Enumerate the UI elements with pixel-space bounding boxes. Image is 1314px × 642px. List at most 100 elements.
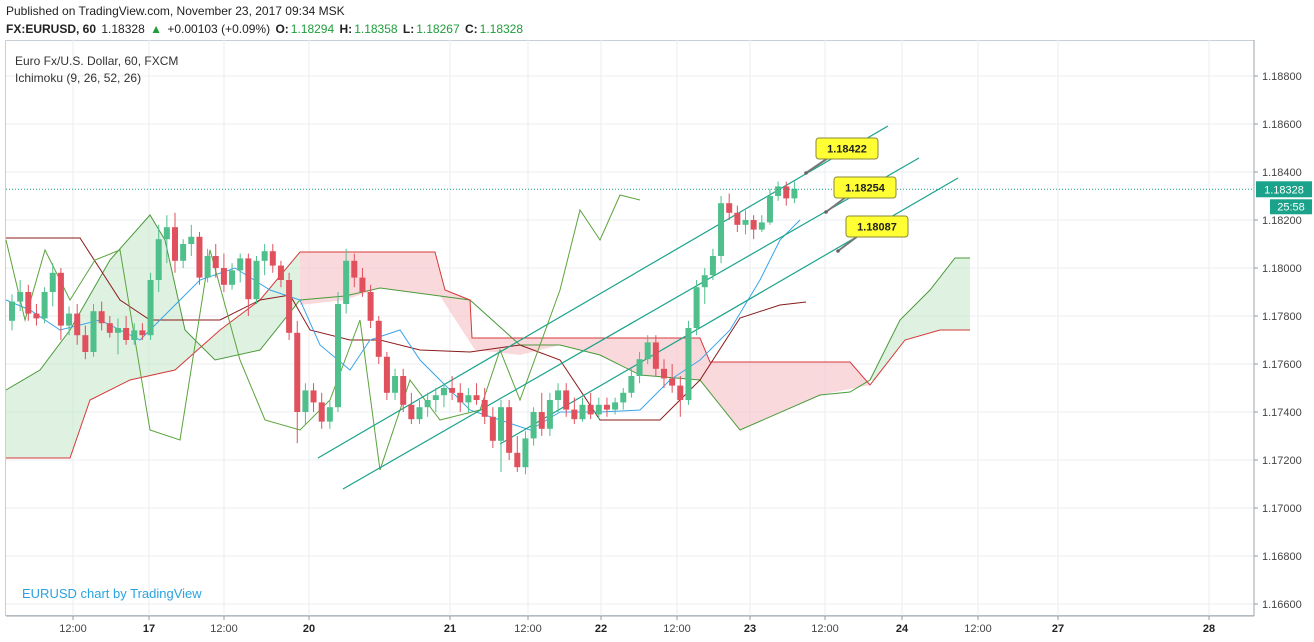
callout-anchor	[804, 171, 808, 175]
price-tick-label: 1.17600	[1262, 359, 1302, 371]
time-tick-label: 12:00	[514, 623, 542, 635]
time-tick-label: 27	[1052, 623, 1064, 635]
candle-down	[196, 236, 203, 278]
candle-down	[359, 277, 366, 292]
callout-pointer	[825, 196, 847, 213]
candle-down	[172, 227, 178, 261]
candle-up	[522, 438, 529, 468]
candle-down	[212, 256, 219, 268]
candle-down	[734, 212, 741, 225]
candle-down	[669, 378, 676, 386]
candle-down	[661, 368, 667, 379]
open-value: 1.18294	[290, 22, 335, 36]
time-tick-label: 12:00	[663, 623, 691, 635]
candle-up	[416, 407, 423, 420]
candle-down	[123, 328, 130, 340]
candle-up	[147, 280, 154, 336]
candle-down	[245, 258, 252, 300]
candle-down	[318, 402, 325, 422]
channel-line	[317, 125, 889, 459]
candle-up	[335, 304, 341, 408]
candle-up	[188, 236, 195, 244]
candle-down	[82, 335, 89, 352]
price-tick-label: 1.18800	[1262, 71, 1302, 83]
indicator-legend[interactable]: Ichimoku (9, 26, 52, 26)	[15, 71, 142, 85]
candle-down	[652, 342, 659, 369]
callout-anchor	[824, 210, 828, 214]
high-label: H:	[339, 22, 353, 36]
price-tick-label: 1.16800	[1262, 551, 1302, 563]
candle-down	[57, 272, 64, 326]
candle-down	[400, 376, 407, 405]
last-price-tag	[1256, 181, 1312, 198]
price-tick-label: 1.18400	[1262, 167, 1302, 179]
chart-header: Published on TradingView.com, November 2…	[0, 0, 1314, 40]
callout-anchor	[836, 249, 840, 253]
candle-up	[9, 301, 15, 321]
cloud-bullish	[6, 215, 300, 458]
candle-down	[269, 251, 276, 266]
low-value: 1.18267	[416, 22, 460, 36]
candle-up	[90, 311, 97, 352]
callout-label: 1.18254	[845, 183, 886, 195]
time-tick-label: 22	[595, 623, 607, 635]
time-tick-label: 17	[143, 623, 155, 635]
candle-down	[33, 313, 40, 319]
last-price-tag-label: 1.18328	[1264, 184, 1304, 196]
candle-up	[644, 342, 651, 360]
candle-up	[775, 186, 782, 196]
candle-down	[106, 323, 113, 333]
candle-down	[449, 388, 456, 393]
candle-up	[131, 330, 138, 340]
candle-up	[546, 400, 553, 429]
grid-lines	[6, 40, 1254, 616]
price-tick-label: 1.18000	[1262, 263, 1302, 275]
candle-down	[286, 280, 293, 333]
kijun-sen-line	[6, 237, 807, 421]
open-label: O:	[275, 22, 289, 36]
candle-up	[709, 256, 716, 276]
candle-down	[375, 320, 382, 357]
time-tick-label: 24	[896, 623, 909, 635]
candle-up	[114, 328, 121, 333]
senkou-span-b-line	[6, 251, 970, 459]
candle-up	[302, 390, 309, 412]
candle-down	[294, 332, 301, 412]
candle-up	[742, 220, 749, 225]
time-tick-label: 12:00	[811, 623, 839, 635]
countdown-tag	[1270, 199, 1312, 215]
price-axis: 1.18800 1.18600 1.18400 1.18200 1.18000 1.178…	[1253, 40, 1312, 616]
cloud-bullish-future	[870, 258, 970, 380]
candle-down	[489, 416, 496, 441]
candle-up	[432, 395, 439, 400]
time-tick-label: 20	[303, 623, 315, 635]
close-label: C:	[464, 22, 478, 36]
time-tick-label: 21	[444, 623, 456, 635]
published-line: Published on TradingView.com, November 2…	[6, 4, 345, 18]
change-arrow-icon: ▲	[150, 22, 162, 36]
time-tick-label: 12:00	[964, 623, 992, 635]
candle-up	[163, 227, 170, 240]
candle-down	[750, 220, 757, 230]
candle-up	[237, 258, 244, 271]
candle-up	[326, 407, 333, 422]
candle-down	[538, 412, 545, 429]
chart-watermark: EURUSD chart by TradingView	[22, 586, 202, 601]
channel-line	[342, 157, 920, 490]
candle-down	[481, 400, 488, 417]
price-callouts: 1.18422 1.18254 1.18087	[804, 137, 909, 253]
candle-up	[766, 196, 773, 223]
price-tick-label: 1.17800	[1262, 311, 1302, 323]
candle-up	[636, 359, 643, 376]
callout-pointer	[837, 235, 859, 252]
candle-up	[253, 260, 260, 300]
candle-up	[424, 400, 431, 408]
candle-down	[98, 311, 105, 324]
time-axis: 12:00 17 12:00 20 21 12:00 22 12:00 23 12:00 24 12:…	[6, 615, 1254, 635]
time-tick-label: 12:00	[59, 623, 87, 635]
candle-up	[530, 412, 537, 439]
candle-down	[603, 404, 610, 410]
candle-up	[701, 275, 708, 288]
price-tick-label: 1.17000	[1262, 503, 1302, 515]
